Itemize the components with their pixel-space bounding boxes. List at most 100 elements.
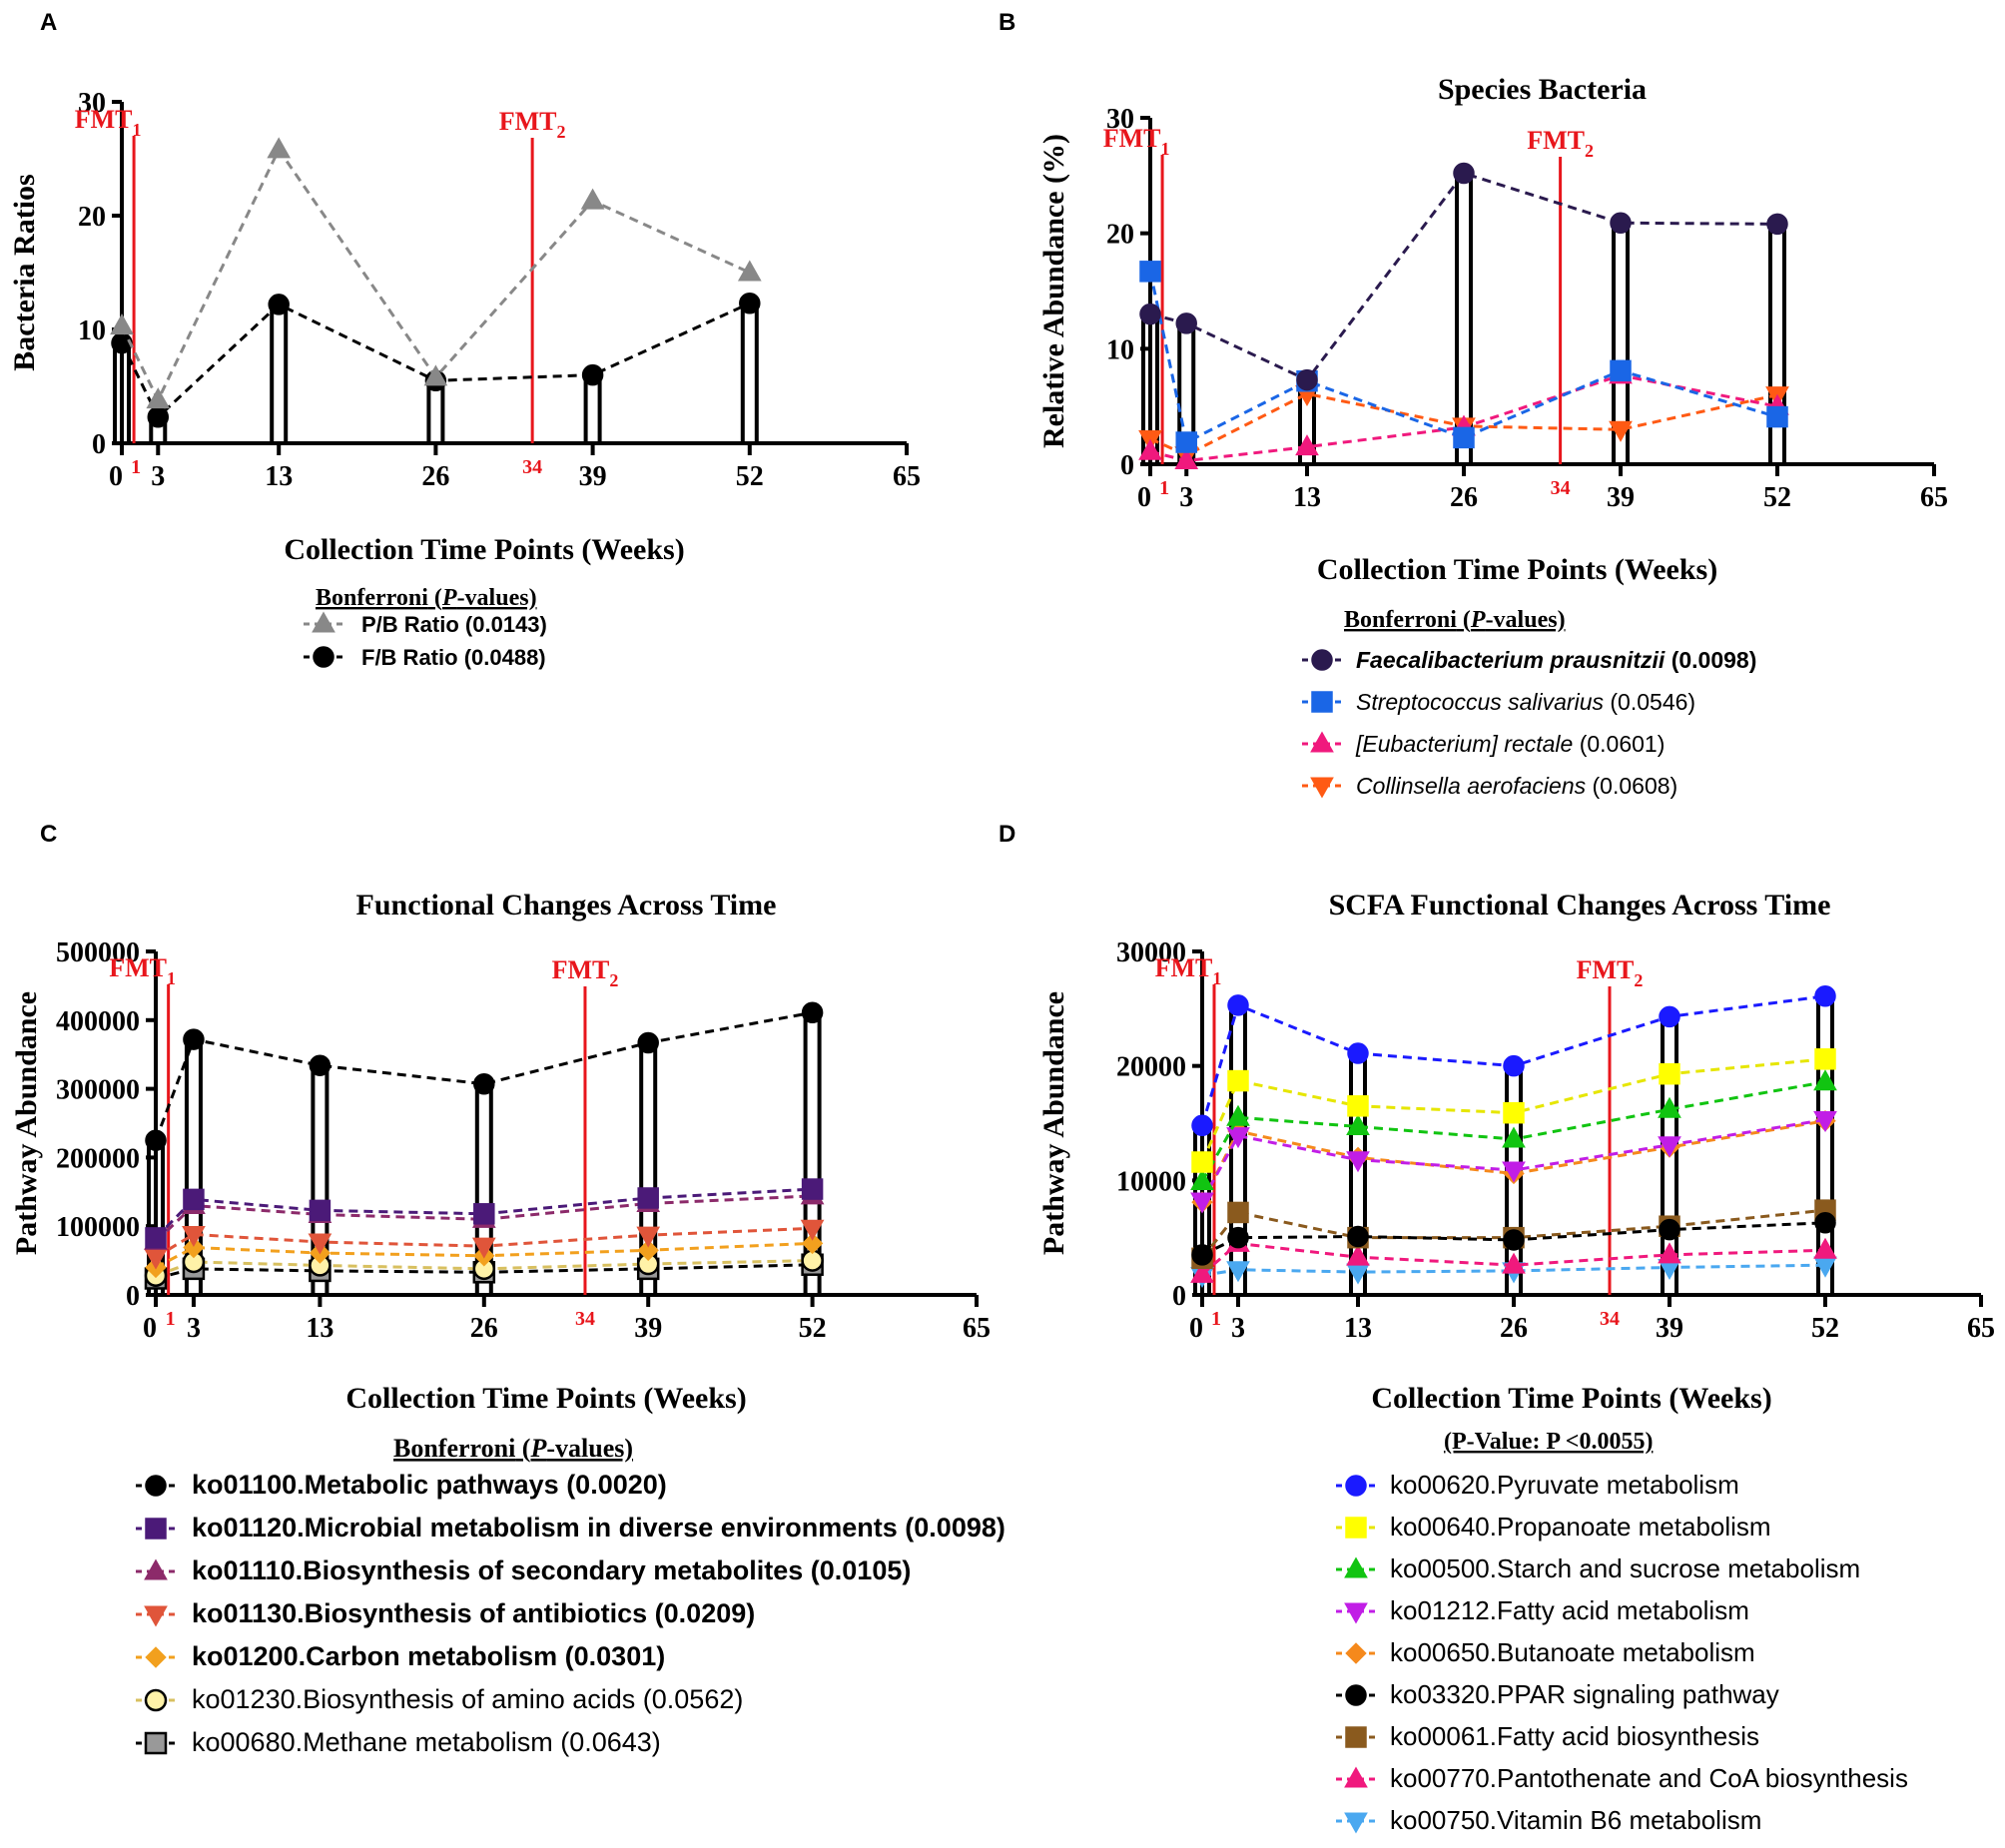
legend-item: Streptococcus salivarius (0.0546) — [1302, 689, 1695, 715]
x-tick-label: 39 — [579, 461, 607, 492]
fmt-week-label: 34 — [575, 1308, 595, 1330]
legend-item: F/B Ratio (0.0488) — [304, 645, 546, 670]
legend-label: ko00650.Butanoate metabolism — [1390, 1637, 1755, 1667]
data-point — [581, 363, 604, 386]
data-point — [1226, 1127, 1250, 1149]
data-point — [1453, 426, 1475, 449]
data-point — [1347, 1042, 1369, 1064]
legend-marker — [144, 1688, 168, 1712]
data-point — [1347, 1225, 1369, 1248]
bar — [740, 301, 759, 445]
x-tick-label: 65 — [1920, 482, 1948, 513]
x-tick-label: 13 — [265, 461, 293, 492]
series-2 — [145, 1178, 824, 1249]
data-point — [1503, 1229, 1525, 1251]
x-tick-label: 0 — [143, 1313, 157, 1344]
data-point — [637, 1187, 659, 1209]
legend: Bonferroni (P-values) Faecalibacterium pr… — [1302, 607, 1756, 799]
data-point — [1814, 1048, 1836, 1070]
data-point — [1610, 359, 1632, 382]
legend-label: ko00620.Pyruvate metabolism — [1390, 1470, 1739, 1500]
data-point — [1503, 1054, 1525, 1077]
panel-d: D SCFA Functional Changes Across Time 0 100… — [999, 821, 1995, 1835]
data-point — [801, 1178, 824, 1200]
fmt-week-label: 1 — [166, 1308, 176, 1330]
data-point — [1659, 1062, 1680, 1085]
panel-c: C Functional Changes Across Time 0 100000 20… — [10, 821, 1005, 1757]
panel-letter: B — [999, 9, 1015, 36]
fmt-label: FMT2 — [1527, 126, 1594, 161]
y-tick-label: 20 — [78, 202, 106, 233]
data-point — [801, 1232, 824, 1255]
data-point — [1190, 1192, 1214, 1214]
data-point — [1346, 1151, 1370, 1173]
series-line — [1148, 271, 1778, 445]
panel-letter: A — [40, 9, 57, 36]
legend-label: ko01212.Fatty acid metabolism — [1390, 1595, 1749, 1625]
x-tick-label: 39 — [1656, 1313, 1683, 1344]
x-tick-label: 13 — [1344, 1313, 1372, 1344]
legend-label: F/B Ratio (0.0488) — [361, 645, 546, 670]
legend-label: [Eubacterium] rectale (0.0601) — [1355, 731, 1665, 757]
data-point — [1175, 312, 1197, 334]
legend: (P-Value: P <0.0055) ko00620.Pyruvate met… — [1336, 1429, 1908, 1835]
chart-title: Species Bacteria — [1438, 73, 1647, 106]
x-tick-label: 52 — [1811, 1313, 1839, 1344]
legend-marker — [1311, 649, 1333, 671]
legend-item: [Eubacterium] rectale (0.0601) — [1302, 731, 1665, 757]
legend-item: ko01100.Metabolic pathways (0.0020) — [136, 1470, 667, 1500]
x-tick-label: 0 — [1137, 482, 1151, 513]
data-point — [1174, 448, 1199, 470]
x-tick-label: 26 — [421, 461, 449, 492]
legend-marker — [144, 1605, 168, 1627]
data-point — [268, 294, 290, 315]
data-point — [1659, 1218, 1680, 1241]
x-tick-label: 3 — [187, 1313, 201, 1344]
x-tick-label: 0 — [1189, 1313, 1203, 1344]
y-tick-label: 30 — [1106, 104, 1134, 135]
y-tick-label: 0 — [1120, 450, 1134, 481]
y-tick-label: 400000 — [56, 1006, 140, 1037]
data-point — [637, 1031, 659, 1054]
series-line — [1200, 1057, 1826, 1163]
legend-marker — [1345, 1726, 1367, 1748]
data-point — [1227, 994, 1249, 1016]
legend-item: ko01110.Biosynthesis of secondary metabo… — [136, 1555, 911, 1585]
x-tick-label: 0 — [109, 461, 123, 492]
data-point — [473, 1073, 495, 1095]
series-4 — [1190, 1111, 1837, 1214]
x-axis-label: Collection Time Points (Weeks) — [1317, 553, 1717, 586]
x-axis-label: Collection Time Points (Weeks) — [284, 533, 684, 566]
data-point — [308, 1233, 333, 1255]
y-tick-label: 10 — [1106, 334, 1134, 365]
y-axis-label: Bacteria Ratios — [8, 174, 41, 370]
series-line — [1200, 1118, 1826, 1202]
data-point — [1658, 1136, 1681, 1158]
legend-label: ko00500.Starch and sucrose metabolism — [1390, 1553, 1860, 1583]
data-point — [1813, 1237, 1837, 1259]
legend-marker — [1344, 1602, 1368, 1624]
data-point — [1139, 261, 1161, 283]
legend-marker — [145, 1646, 167, 1668]
legend-marker — [312, 611, 335, 633]
legend-marker — [1344, 1812, 1368, 1834]
y-tick-label: 30000 — [1116, 937, 1186, 968]
legend-item: ko01130.Biosynthesis of antibiotics (0.0… — [136, 1598, 755, 1628]
x-axis-label: Collection Time Points (Weeks) — [345, 1382, 746, 1415]
legend-item: ko00770.Pantothenate and CoA biosynthesi… — [1336, 1763, 1908, 1793]
legend-label: ko01110.Biosynthesis of secondary metabo… — [192, 1555, 911, 1585]
data-point — [1191, 1244, 1213, 1266]
data-point — [737, 260, 762, 282]
data-point — [471, 1237, 496, 1259]
legend-item: ko03320.PPAR signaling pathway — [1336, 1679, 1779, 1709]
data-point — [1659, 1005, 1680, 1028]
legend: Bonferroni (P-values)P/B Ratio (0.0143) F… — [304, 585, 547, 670]
legend-item: ko00500.Starch and sucrose metabolism — [1336, 1553, 1860, 1583]
data-point — [1190, 1168, 1214, 1190]
data-point — [801, 1001, 824, 1023]
data-point — [309, 1199, 332, 1222]
x-tick-label: 26 — [1450, 482, 1478, 513]
data-point — [1190, 1261, 1214, 1283]
